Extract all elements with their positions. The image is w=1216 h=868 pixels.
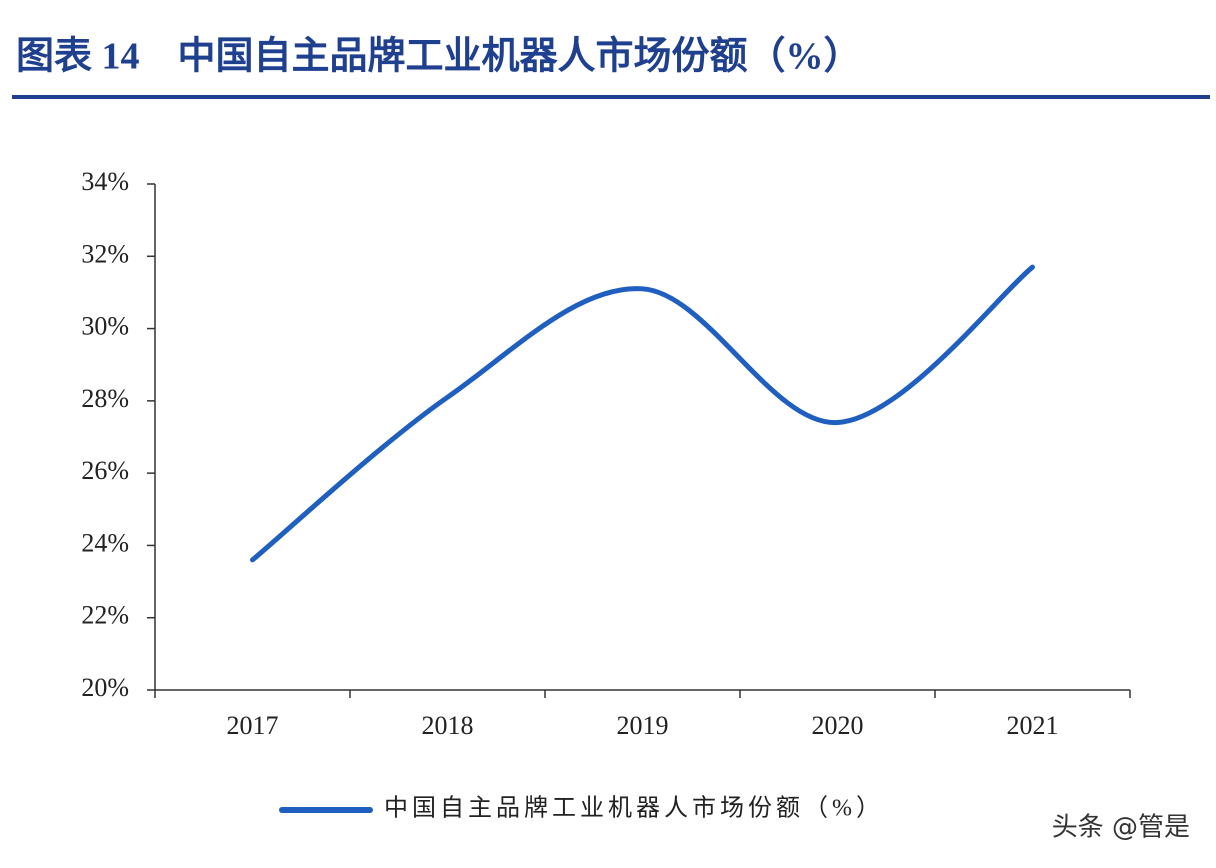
y-tick-label: 20% — [81, 673, 129, 702]
y-tick-label: 24% — [81, 528, 129, 557]
y-tick-label: 32% — [81, 239, 129, 268]
legend-label: 中国自主品牌工业机器人市场份额（%） — [384, 795, 884, 822]
x-tick-label: 2021 — [1007, 711, 1059, 740]
y-tick-label: 30% — [81, 312, 129, 341]
y-tick-label: 26% — [81, 456, 129, 485]
x-tick-label: 2020 — [812, 711, 864, 740]
x-tick-label: 2019 — [617, 711, 669, 740]
y-tick-label: 34% — [81, 167, 129, 196]
x-tick-label: 2018 — [422, 711, 474, 740]
series-line — [250, 264, 1035, 563]
x-tick-label: 2017 — [227, 711, 279, 740]
y-tick-label: 22% — [81, 601, 129, 630]
chart-title: 图表 14 中国自主品牌工业机器人市场份额（%） — [16, 36, 862, 78]
watermark: 头条 @管是 — [1052, 813, 1190, 843]
y-tick-label: 28% — [81, 384, 129, 413]
